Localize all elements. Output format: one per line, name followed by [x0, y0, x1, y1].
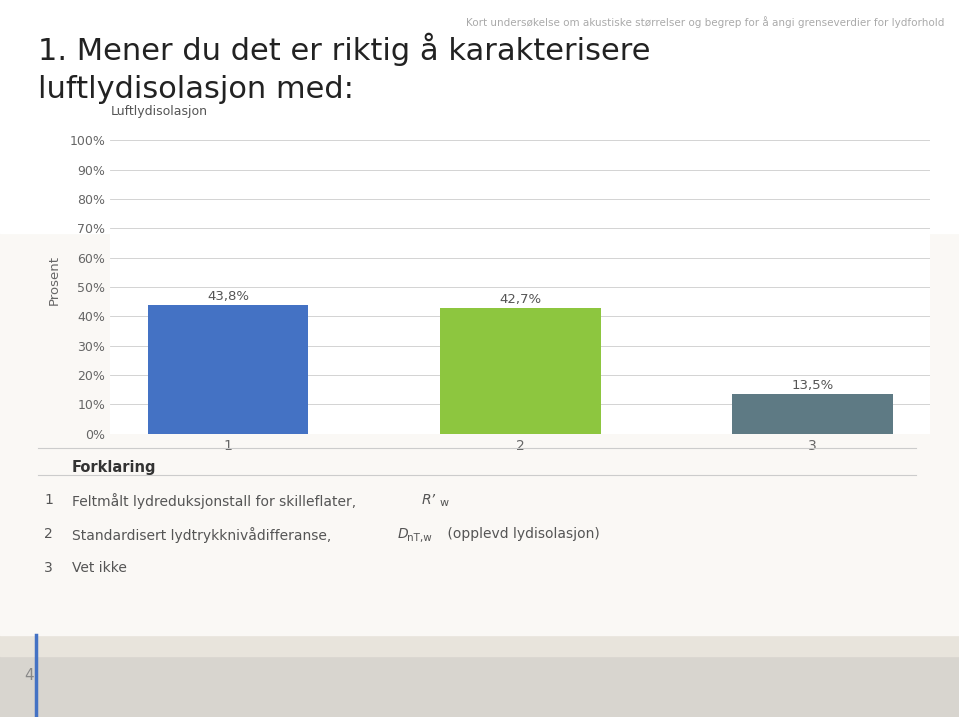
Text: 1: 1 — [44, 493, 53, 508]
Text: R’: R’ — [422, 493, 436, 508]
Text: 3: 3 — [44, 561, 53, 575]
Text: (opplevd lydisolasjon): (opplevd lydisolasjon) — [443, 527, 599, 541]
Text: 4: 4 — [24, 668, 34, 683]
Text: w: w — [439, 498, 449, 508]
Text: Luftlydisolasjon: Luftlydisolasjon — [110, 105, 207, 118]
Text: 43,8%: 43,8% — [207, 290, 249, 303]
Y-axis label: Prosent: Prosent — [48, 255, 61, 305]
Text: luftlydisolasjon med:: luftlydisolasjon med: — [38, 75, 354, 104]
Text: 1. Mener du det er riktig å karakterisere: 1. Mener du det er riktig å karakteriser… — [38, 32, 651, 65]
Text: Feltmålt lydreduksjonstall for skilleflater,: Feltmålt lydreduksjonstall for skillefla… — [72, 493, 361, 509]
Text: Forklaring: Forklaring — [72, 460, 156, 475]
Bar — [148, 305, 309, 434]
Bar — [732, 394, 893, 434]
Text: Standardisert lydtrykknivådifferanse,: Standardisert lydtrykknivådifferanse, — [72, 527, 336, 543]
Text: 42,7%: 42,7% — [500, 293, 541, 306]
Text: D: D — [398, 527, 409, 541]
Text: 2: 2 — [44, 527, 53, 541]
Text: Vet ikke: Vet ikke — [72, 561, 127, 575]
Text: 13,5%: 13,5% — [791, 379, 833, 391]
Text: Kort undersøkelse om akustiske størrelser og begrep for å angi grenseverdier for: Kort undersøkelse om akustiske størrelse… — [466, 16, 945, 28]
Text: nT,w: nT,w — [407, 533, 432, 543]
Bar — [440, 308, 600, 434]
